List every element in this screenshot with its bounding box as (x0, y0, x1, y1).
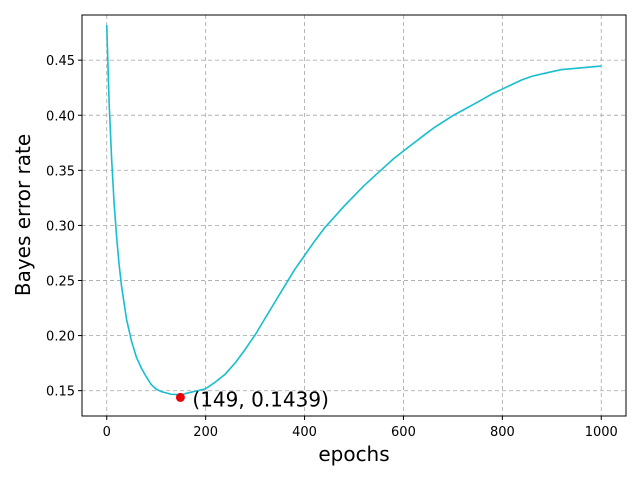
marker-layer: (149, 0.1439) (175, 387, 329, 411)
y-axis-label: Bayes error rate (11, 134, 35, 296)
y-tick-label: 0.15 (46, 385, 75, 400)
x-axis-label: epochs (318, 442, 389, 466)
x-tick-label: 400 (292, 425, 317, 440)
y-tick-label: 0.20 (46, 330, 75, 345)
series-layer (105, 24, 602, 396)
series-line (105, 24, 602, 396)
grid-layer (82, 15, 626, 416)
y-tick-label: 0.25 (46, 274, 75, 289)
x-tick-label: 800 (490, 425, 515, 440)
tick-layer: 0 200 400 600 800 1000 0.15 0.20 0.25 0.30 0.35 0.4… (46, 54, 618, 440)
y-tick-label: 0.30 (46, 219, 75, 234)
x-tick-label: 1000 (585, 425, 618, 440)
y-tick-label: 0.40 (46, 109, 75, 124)
plot-frame (81, 14, 627, 417)
y-tick-label: 0.35 (46, 164, 75, 179)
min-marker (175, 392, 185, 402)
x-tick-label: 600 (391, 425, 416, 440)
min-annotation: (149, 0.1439) (192, 387, 328, 411)
x-tick-label: 200 (193, 425, 218, 440)
y-tick-label: 0.45 (46, 54, 75, 69)
x-tick-label: 0 (103, 425, 111, 440)
